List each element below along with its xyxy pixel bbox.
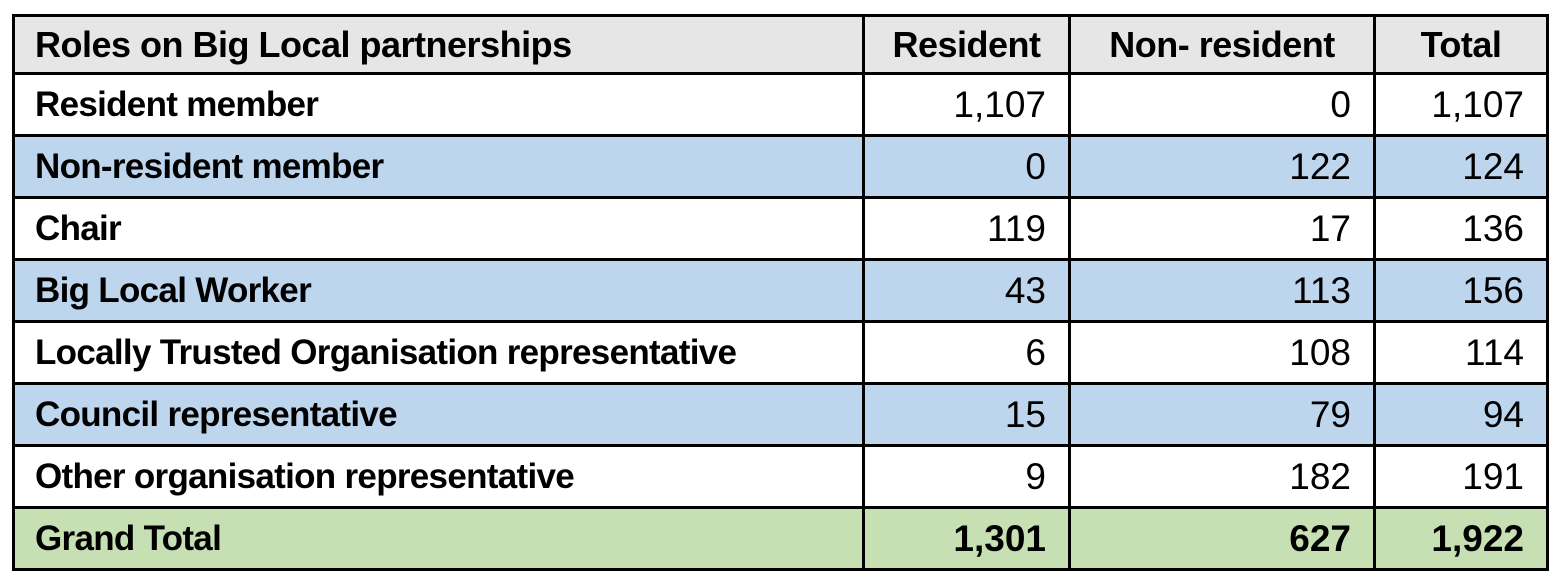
cell-total: 156 [1373,258,1549,323]
cell-total: 191 [1373,444,1549,509]
cell-non-resident: 122 [1068,134,1376,199]
table-row-non-resident-member: Non-resident member 0 122 124 [12,134,1549,199]
row-label: Grand Total [12,506,865,571]
cell-resident: 1,107 [862,72,1071,137]
header-non-resident: Non- resident [1068,14,1376,75]
roles-table: Roles on Big Local partnerships Resident… [12,14,1549,571]
header-total: Total [1373,14,1549,75]
cell-non-resident: 79 [1068,382,1376,447]
cell-total: 94 [1373,382,1549,447]
table-row-big-local-worker: Big Local Worker 43 113 156 [12,258,1549,323]
cell-total: 124 [1373,134,1549,199]
table-row-grand-total: Grand Total 1,301 627 1,922 [12,506,1549,571]
cell-non-resident: 108 [1068,320,1376,385]
row-label: Big Local Worker [12,258,865,323]
cell-resident: 1,301 [862,506,1071,571]
cell-non-resident: 182 [1068,444,1376,509]
cell-resident: 9 [862,444,1071,509]
header-resident: Resident [862,14,1071,75]
row-label: Non-resident member [12,134,865,199]
cell-total: 1,922 [1373,506,1549,571]
row-label: Locally Trusted Organisation representat… [12,320,865,385]
cell-total: 1,107 [1373,72,1549,137]
header-row: Roles on Big Local partnerships Resident… [12,14,1549,75]
header-roles: Roles on Big Local partnerships [12,14,865,75]
row-label: Council representative [12,382,865,447]
row-label: Other organisation representative [12,444,865,509]
cell-resident: 0 [862,134,1071,199]
cell-non-resident: 627 [1068,506,1376,571]
table-row-lto-representative: Locally Trusted Organisation representat… [12,320,1549,385]
cell-resident: 6 [862,320,1071,385]
cell-resident: 119 [862,196,1071,261]
cell-non-resident: 0 [1068,72,1376,137]
cell-non-resident: 113 [1068,258,1376,323]
row-label: Resident member [12,72,865,137]
cell-non-resident: 17 [1068,196,1376,261]
table-row-other-organisation-representative: Other organisation representative 9 182 … [12,444,1549,509]
row-label: Chair [12,196,865,261]
table-row-council-representative: Council representative 15 79 94 [12,382,1549,447]
cell-resident: 15 [862,382,1071,447]
cell-resident: 43 [862,258,1071,323]
table-row-resident-member: Resident member 1,107 0 1,107 [12,72,1549,137]
table-row-chair: Chair 119 17 136 [12,196,1549,261]
cell-total: 136 [1373,196,1549,261]
cell-total: 114 [1373,320,1549,385]
